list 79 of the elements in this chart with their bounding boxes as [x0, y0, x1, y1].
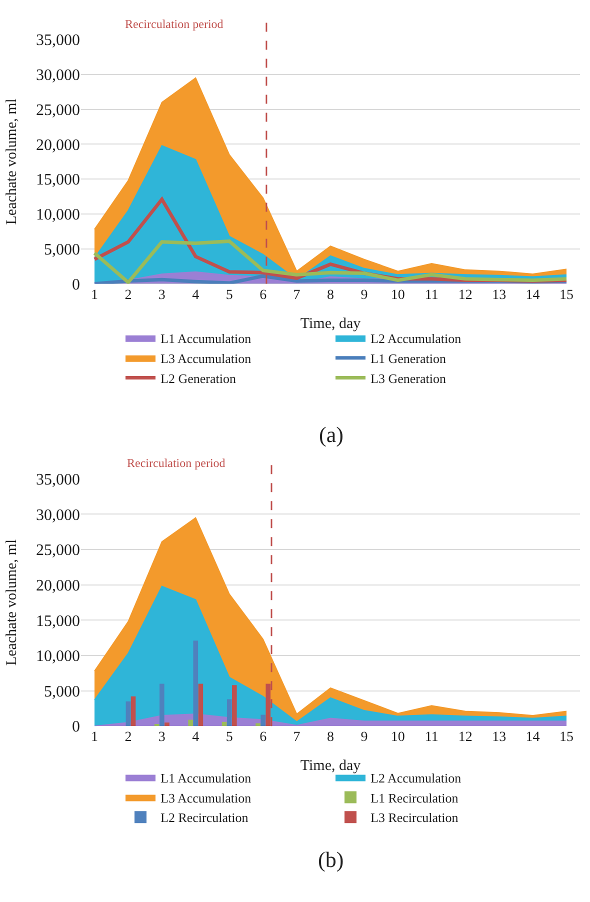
- y-axis-title: Leachate volume, ml: [4, 539, 20, 666]
- x-axis-title: Time, day: [300, 758, 362, 774]
- legend-label: L1 Recirculation: [370, 790, 459, 806]
- x-tick-label: 10: [390, 288, 405, 303]
- x-tick-label: 10: [390, 730, 405, 746]
- y-tick-label: 10,000: [36, 648, 80, 666]
- x-tick-label: 6: [260, 288, 267, 303]
- text: (b): [318, 847, 344, 872]
- legend-label: L2 Recirculation: [160, 810, 249, 826]
- x-tick-label: 3: [158, 288, 166, 303]
- x-tick-label: 1: [90, 730, 98, 746]
- x-tick-label: 8: [327, 730, 334, 746]
- x-axis-title: Time, day: [300, 316, 362, 332]
- x-tick-label: 4: [192, 288, 200, 303]
- bar: [193, 640, 198, 726]
- x-tick-label: 14: [526, 288, 540, 303]
- x-tick-label: 7: [293, 288, 300, 303]
- bar: [126, 701, 131, 726]
- legend-label: L3 Accumulation: [160, 790, 252, 806]
- legend-label: L2 Accumulation: [370, 331, 462, 346]
- x-tick-label: 9: [360, 288, 368, 303]
- legend-label: L3 Generation: [370, 370, 446, 386]
- y-tick-label: 20,000: [36, 136, 80, 154]
- bar: [188, 720, 193, 726]
- y-tick-label: 30,000: [36, 506, 80, 524]
- y-tick-label: 0: [72, 718, 80, 736]
- legend-label: L2 Generation: [160, 370, 236, 386]
- y-tick-label: 5,000: [44, 241, 80, 258]
- x-tick-label: 2: [124, 288, 132, 303]
- x-tick-label: 15: [560, 288, 574, 303]
- x-tick-label: 12: [458, 288, 472, 303]
- y-tick-label: 20,000: [36, 577, 80, 594]
- y-tick-label: 35,000: [36, 472, 80, 489]
- bar: [154, 724, 160, 726]
- x-tick-label: 12: [458, 730, 472, 746]
- x-tick-label: 13: [492, 288, 506, 303]
- legend-label: L3 Accumulation: [160, 350, 252, 366]
- bar: [226, 699, 232, 726]
- ref-line-label: Recirculation period: [125, 17, 224, 31]
- x-tick-label: 11: [424, 730, 438, 746]
- x-tick-label: 13: [492, 730, 506, 746]
- x-tick-label: 7: [293, 730, 300, 746]
- x-tick-label: 14: [526, 730, 540, 746]
- x-tick-label: 6: [260, 730, 267, 746]
- legend-label: L2 Accumulation: [370, 770, 462, 786]
- x-tick-label: 5: [226, 730, 233, 746]
- legend-label: L1 Accumulation: [160, 770, 252, 786]
- y-tick-label: 35,000: [36, 32, 80, 50]
- bar: [232, 685, 237, 726]
- x-tick-label: 4: [192, 730, 200, 746]
- ref-line-label: Recirculation period: [127, 456, 226, 470]
- bar: [160, 684, 164, 726]
- legend-label: L1 Accumulation: [160, 331, 252, 346]
- bar: [260, 714, 266, 726]
- y-tick-label: 25,000: [36, 542, 80, 560]
- y-tick-label: 25,000: [36, 102, 80, 119]
- y-tick-label: 30,000: [36, 67, 80, 84]
- x-tick-label: 1: [90, 288, 98, 303]
- y-tick-label: 15,000: [36, 612, 80, 630]
- bar: [164, 722, 170, 726]
- legend-label: L3 Recirculation: [370, 810, 459, 826]
- y-tick-label: 15,000: [36, 172, 80, 189]
- text: (a): [319, 422, 344, 447]
- bar: [130, 696, 136, 726]
- bar: [256, 723, 260, 726]
- y-tick-label: 0: [72, 276, 80, 294]
- x-tick-label: 3: [158, 730, 166, 746]
- x-tick-label: 15: [560, 730, 574, 746]
- y-tick-label: 5,000: [44, 683, 80, 700]
- x-tick-label: 11: [424, 288, 438, 303]
- legend-label: L1 Generation: [370, 350, 446, 366]
- x-tick-label: 9: [360, 730, 368, 746]
- y-tick-label: 10,000: [36, 206, 80, 224]
- x-tick-label: 2: [124, 730, 132, 746]
- y-axis-title: Leachate volume, ml: [4, 98, 20, 225]
- x-tick-label: 5: [226, 288, 233, 303]
- bar: [198, 684, 204, 726]
- line-series: [92, 239, 568, 284]
- x-tick-label: 8: [327, 288, 334, 303]
